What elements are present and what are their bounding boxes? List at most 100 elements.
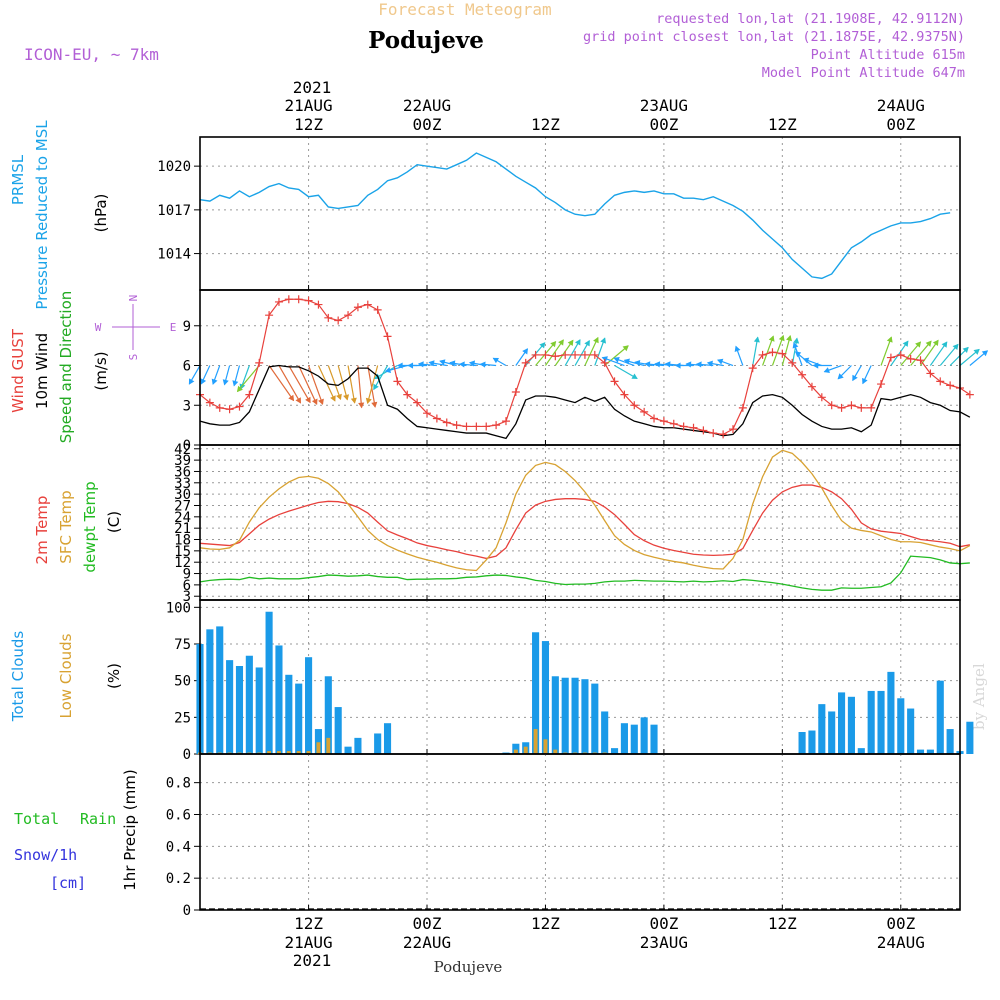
- wind-direction-arrow: [544, 339, 564, 366]
- wind-direction-arrow: [554, 340, 574, 366]
- clouds-panel: 0 25 50 75 100: [166, 599, 974, 763]
- temperature-ytick-label: 3: [183, 589, 191, 605]
- temp-unit: (C): [105, 511, 123, 533]
- wind-gust-marker: [492, 421, 501, 430]
- wind-direction-arrowhead: [371, 401, 378, 408]
- model-label: ICON-EU, ~ 7km: [24, 45, 159, 64]
- total-clouds-bar: [571, 677, 579, 754]
- wind-gust-marker: [689, 423, 698, 432]
- wind-gust-marker: [896, 350, 905, 359]
- wind-direction-arrowhead: [407, 362, 414, 369]
- precip-axis-label: Total Rain Snow/1h [cm] 1hr Precip (mm): [14, 769, 139, 892]
- wind-gust-marker: [659, 417, 668, 426]
- wind-gust-marker: [205, 398, 214, 407]
- wind-direction-arrowhead: [925, 340, 932, 347]
- wind-gust-marker: [946, 381, 955, 390]
- wind-gust-marker: [877, 380, 886, 389]
- precip-panel: 0 0.2 0.4 0.6 0.8: [166, 753, 961, 919]
- wind-direction-arrowhead: [458, 361, 465, 368]
- clouds-axis-label: Total Clouds Low Clouds (%): [9, 631, 123, 723]
- wind-direction-arrowhead: [837, 373, 844, 380]
- top-time-label: 24AUG: [877, 96, 925, 115]
- wind-gust-marker: [926, 369, 935, 378]
- total-clouds-bar: [265, 611, 273, 754]
- total-clouds-bar: [532, 632, 540, 754]
- total-clouds-bar: [383, 723, 392, 754]
- wind-direction-arrowhead: [613, 356, 620, 363]
- wind-direction-arrowhead: [397, 362, 403, 369]
- wind-gust-marker: [383, 332, 392, 341]
- wind-direction-arrowhead: [823, 367, 830, 373]
- wind-gust-marker: [432, 414, 441, 423]
- wind-axis-label: Wind GUST 10m Wind Speed and Direction (…: [9, 291, 176, 444]
- wind-direction-arrowhead: [522, 348, 528, 355]
- wind-gust-marker: [541, 350, 550, 359]
- wind-gust-marker: [580, 350, 589, 359]
- clouds-ytick-label: 50: [174, 674, 191, 690]
- wind-gust-marker: [590, 350, 599, 359]
- wind-gust-line: [199, 298, 971, 436]
- wind-direction-arrow: [910, 340, 932, 366]
- wind-gust-marker: [452, 421, 461, 430]
- total-clouds-bar: [374, 733, 382, 754]
- wind-direction-arrowhead: [962, 346, 969, 354]
- wind-gust-marker: [738, 403, 747, 412]
- wind-direction-arrow: [347, 365, 356, 404]
- wind-direction-arrowhead: [941, 341, 948, 348]
- wind-direction-arrowhead: [674, 362, 681, 369]
- wind-direction-arrowhead: [350, 397, 357, 404]
- total-clouds-bar: [650, 724, 658, 754]
- pressure-unit: (hPa): [92, 194, 110, 233]
- total-clouds-bar: [640, 717, 648, 754]
- wind-direction-arrowhead: [685, 361, 692, 368]
- temperature-ytick-label: 21: [174, 521, 191, 537]
- wind-direction-arrow: [298, 365, 318, 405]
- wind-gust-marker: [561, 350, 570, 359]
- grid-point-coords: grid point closest lon,lat (21.1875E, 42…: [583, 29, 965, 45]
- wind-direction-arrowhead: [428, 360, 435, 367]
- wind-gust-marker: [788, 358, 797, 367]
- total-clouds-bar: [334, 707, 342, 754]
- wind-direction-arrow: [278, 365, 302, 404]
- total-clouds-bar: [245, 655, 253, 754]
- total-clouds-bar: [916, 749, 925, 754]
- temperature-ytick-label: 27: [174, 498, 191, 514]
- wind-direction-arrowhead: [812, 362, 819, 369]
- wind-label-line-1: Wind GUST: [9, 328, 27, 413]
- wind-gust-marker: [225, 405, 234, 414]
- wind-direction-arrowhead: [654, 361, 661, 368]
- wind-direction-arrowhead: [593, 336, 599, 344]
- total-clouds-bar: [897, 698, 905, 754]
- temperature-ytick-label: 15: [174, 544, 191, 560]
- wind-gust-marker: [719, 430, 728, 439]
- wind-gust-marker: [245, 390, 254, 399]
- wind-direction-arrow: [584, 337, 599, 366]
- wind-direction-arrowhead: [695, 361, 702, 368]
- precip-frame: [199, 753, 961, 911]
- pressure-ytick-label: 1014: [157, 247, 191, 263]
- total-clouds-bar: [946, 729, 954, 754]
- wind-gust-marker: [798, 370, 807, 379]
- wind-gust-marker: [679, 422, 688, 431]
- precip-ytick-label: 0.4: [166, 839, 191, 855]
- low-clouds-bar: [296, 751, 301, 754]
- requested-coords: requested lon,lat (21.1908E, 42.9112N): [656, 11, 965, 27]
- precip-ytick-label: 0: [183, 903, 191, 919]
- wind-gust-marker: [304, 296, 313, 305]
- temp-label-line-2: SFC Temp: [57, 490, 75, 563]
- precip-ytick-label: 0.2: [166, 871, 191, 887]
- wind-gust-marker: [620, 390, 629, 399]
- wind-direction-arrowhead: [222, 379, 229, 386]
- bottom-time-label: 00Z: [649, 914, 678, 933]
- total-clouds-bar: [216, 626, 224, 754]
- wind-gust-marker: [936, 377, 945, 386]
- bottom-time-label: 22AUG: [403, 933, 451, 952]
- clouds-label-line-1: Total Clouds: [9, 631, 27, 723]
- wind-gust-marker: [423, 409, 432, 418]
- model-altitude: Model Point Altitude 647m: [762, 65, 965, 81]
- total-clouds-bar: [867, 690, 875, 754]
- total-clouds-bar: [798, 732, 806, 754]
- wind-gust-marker: [650, 414, 659, 423]
- low-clouds-bar: [277, 751, 281, 754]
- wind-direction-arrowhead: [932, 339, 939, 347]
